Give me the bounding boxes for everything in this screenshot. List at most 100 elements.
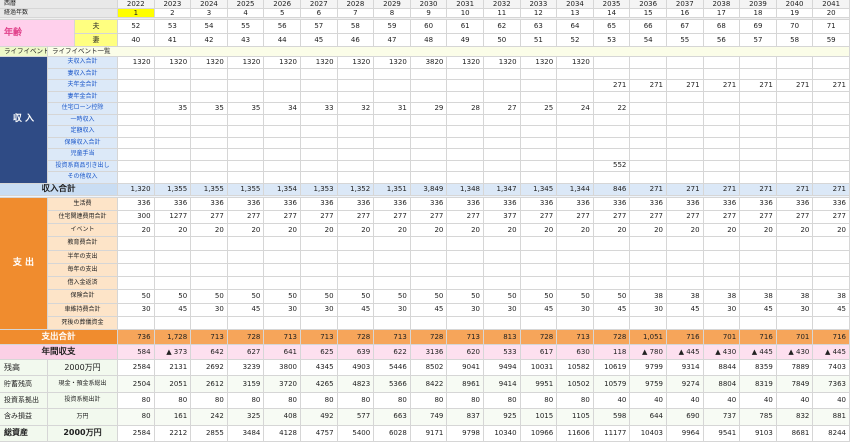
value-cell: [484, 137, 521, 149]
value-cell: [154, 91, 192, 103]
value-cell: [410, 237, 448, 251]
value-cell: 271: [703, 80, 741, 92]
value-cell: [154, 316, 192, 330]
value-cell: 925: [484, 409, 521, 426]
value-cell: [740, 263, 777, 277]
value-cell: [520, 114, 558, 126]
value-cell: 2039: [740, 0, 777, 9]
value-cell: [374, 316, 411, 330]
value-cell: [593, 277, 631, 291]
value-cell: [630, 68, 667, 80]
value-cell: [557, 172, 594, 184]
value-cell: 33: [301, 103, 338, 115]
value-cell: [118, 149, 155, 161]
value-cell: 9541: [703, 425, 741, 442]
value-cell: 7: [337, 9, 375, 18]
value-cell: [593, 114, 631, 126]
row-label: 借入金返済: [48, 277, 118, 291]
value-cell: [301, 277, 338, 291]
value-cell: [191, 277, 228, 291]
value-cell: 38: [813, 290, 850, 304]
value-cell: [447, 263, 484, 277]
value-cell: [703, 114, 741, 126]
row-sub-label: 2000万円: [48, 425, 118, 442]
value-cell: 728: [593, 330, 631, 345]
value-cell: [447, 250, 484, 264]
value-cell: [227, 316, 265, 330]
value-cell: ▲ 373: [154, 345, 192, 360]
value-cell: 617: [520, 345, 558, 360]
value-cell: [703, 237, 741, 251]
value-cell: 271: [776, 80, 814, 92]
value-cell: 20: [667, 224, 704, 238]
value-cell: 10579: [593, 376, 631, 393]
value-cell: [484, 68, 521, 80]
value-cell: [703, 57, 741, 69]
value-cell: 49: [447, 34, 484, 47]
value-cell: [301, 80, 338, 92]
value-cell: 7849: [776, 376, 814, 393]
value-cell: 35: [191, 103, 228, 115]
value-cell: [520, 277, 558, 291]
value-cell: [301, 114, 338, 126]
value-cell: [301, 68, 338, 80]
value-cell: 7363: [813, 376, 850, 393]
value-cell: [191, 68, 228, 80]
value-cell: 40: [703, 392, 741, 410]
row-label: その他収入: [48, 172, 118, 184]
value-cell: [557, 137, 594, 149]
value-cell: 2023: [154, 0, 192, 9]
value-cell: [703, 316, 741, 330]
value-cell: 2692: [191, 360, 228, 377]
value-cell: [703, 91, 741, 103]
value-cell: [447, 160, 484, 172]
value-cell: 9414: [484, 376, 521, 393]
value-cell: 3239: [227, 360, 265, 377]
value-cell: ▲ 430: [703, 345, 741, 360]
value-cell: 690: [667, 409, 704, 426]
value-cell: 577: [337, 409, 375, 426]
value-cell: [557, 316, 594, 330]
row-label: 毎年の支出: [48, 263, 118, 277]
value-cell: [557, 237, 594, 251]
row-label: 死後の葬儀資金: [48, 316, 118, 330]
value-cell: [264, 149, 301, 161]
value-cell: [484, 114, 521, 126]
value-cell: 837: [447, 409, 484, 426]
value-cell: 20: [557, 224, 594, 238]
value-cell: 45: [337, 303, 375, 317]
value-cell: ▲ 445: [667, 345, 704, 360]
value-cell: [484, 160, 521, 172]
value-cell: [118, 114, 155, 126]
value-cell: 80: [227, 392, 265, 410]
value-cell: [667, 237, 704, 251]
row-label: 投資系拠出: [0, 392, 48, 410]
value-cell: 66: [630, 20, 667, 34]
value-cell: [118, 91, 155, 103]
value-cell: [740, 103, 777, 115]
value-cell: 50: [227, 290, 265, 304]
value-cell: 716: [740, 330, 777, 345]
value-cell: 9951: [520, 376, 558, 393]
value-cell: 8804: [703, 376, 741, 393]
value-cell: 20: [630, 224, 667, 238]
value-cell: 713: [374, 330, 411, 345]
value-cell: 9274: [667, 376, 704, 393]
value-cell: 2584: [118, 425, 155, 442]
value-cell: [227, 263, 265, 277]
value-cell: 20: [813, 224, 850, 238]
value-cell: 3820: [410, 57, 448, 69]
value-cell: [813, 250, 850, 264]
value-cell: 50: [301, 290, 338, 304]
value-cell: [410, 250, 448, 264]
value-cell: [374, 250, 411, 264]
value-cell: 8: [374, 9, 411, 18]
value-cell: 9798: [447, 425, 484, 442]
value-cell: 1,354: [264, 183, 301, 196]
row-label: 生活費: [48, 197, 118, 211]
value-cell: 70: [776, 20, 814, 34]
value-cell: [227, 126, 265, 138]
value-cell: 35: [227, 103, 265, 115]
value-cell: 1320: [484, 57, 521, 69]
value-cell: [447, 316, 484, 330]
